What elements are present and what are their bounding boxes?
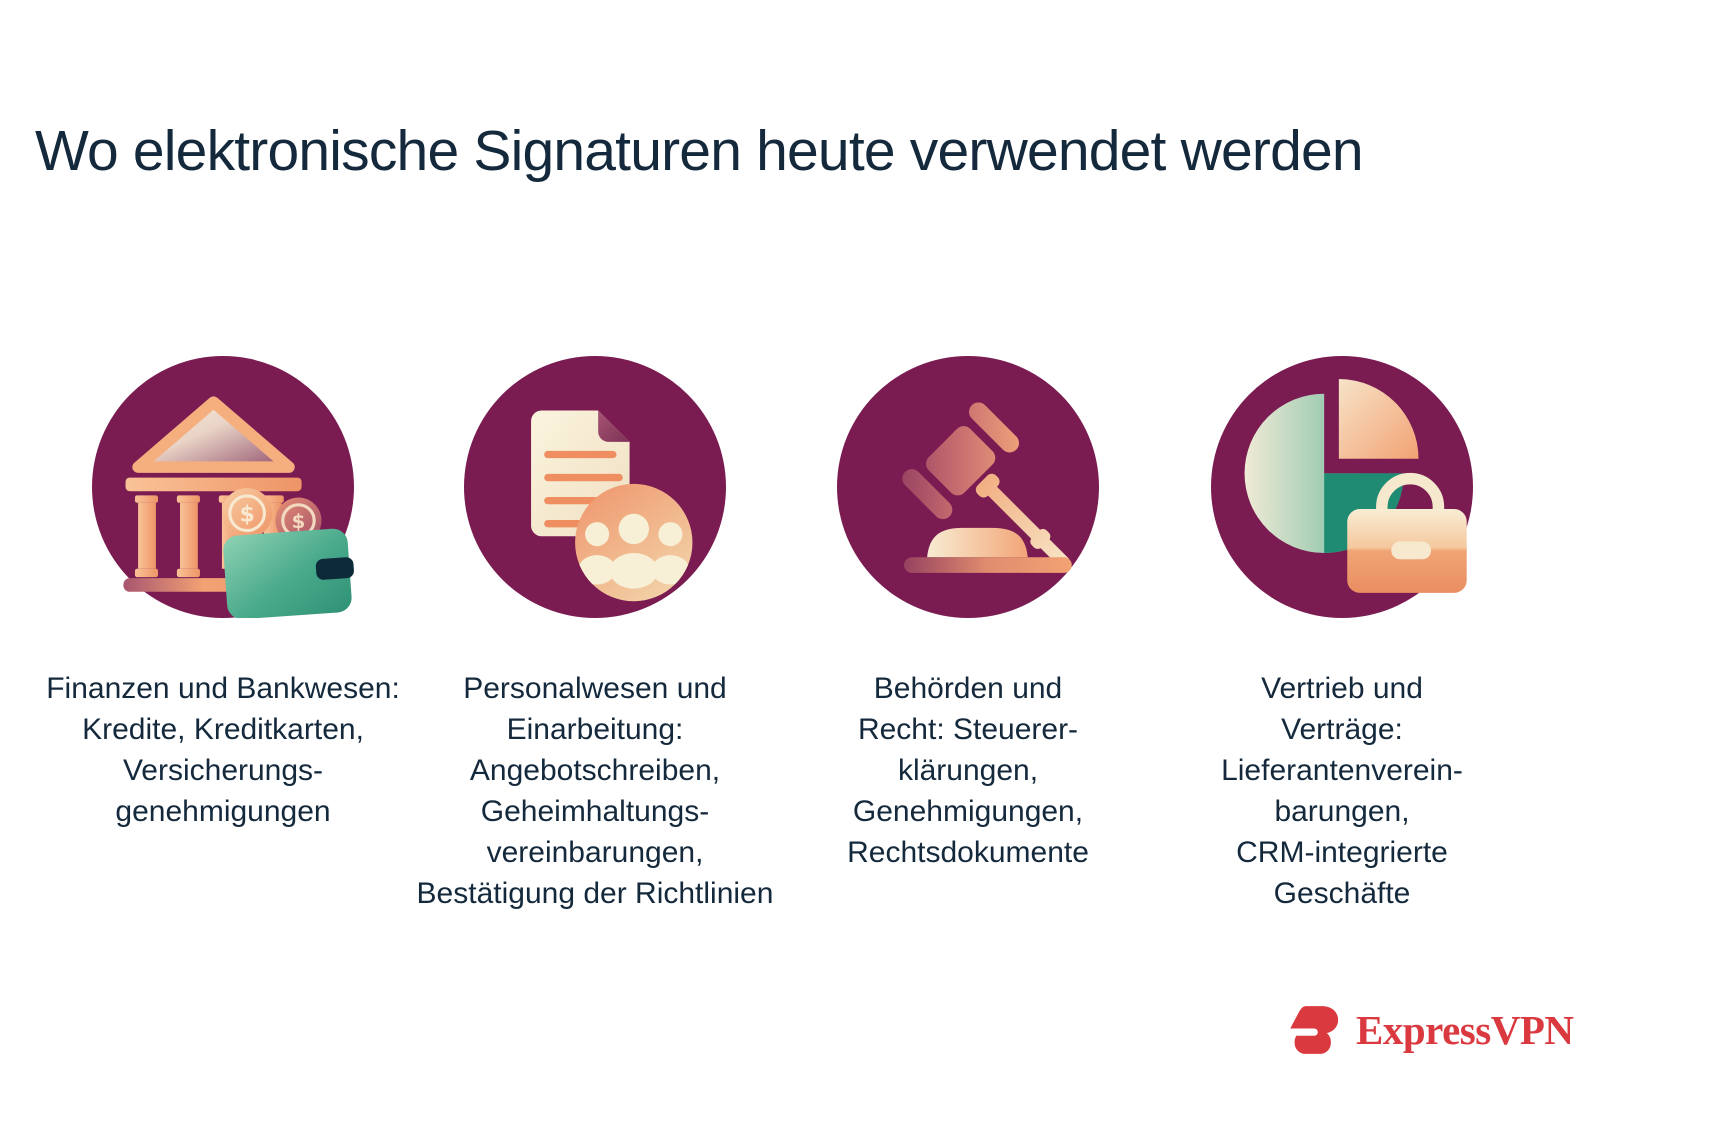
caption-line: Finanzen und Bankwesen:	[46, 672, 400, 705]
sound-block	[904, 527, 1072, 573]
caption-line: Genehmigungen,	[852, 795, 1084, 828]
coins: $ $	[221, 488, 322, 544]
svg-text:$: $	[239, 503, 254, 528]
caption-line: vereinbarungen,	[486, 836, 704, 869]
caption-line: Behörden und	[873, 672, 1063, 705]
page-title: Wo elektronische Signaturen heute verwen…	[35, 119, 1364, 183]
icon-circle-law	[837, 356, 1099, 618]
caption-line: Recht: Steuerer-	[857, 713, 1079, 746]
expressvpn-wordmark: ExpressVPN	[1356, 1007, 1574, 1053]
bank-wallet-icon: $ $	[123, 396, 354, 618]
team-circle	[575, 483, 693, 602]
caption-line: Angebotschreiben,	[469, 754, 721, 787]
caption-line: Rechtsdokumente	[847, 836, 1089, 869]
briefcase	[1347, 472, 1467, 593]
card-caption-sales: Vertrieb und Verträge: Lieferantenverein-b…	[1127, 668, 1557, 914]
caption-line: Geschäfte	[1273, 877, 1411, 910]
gavel-icon	[902, 402, 1072, 573]
team-silhouettes	[578, 513, 690, 589]
caption-line: Bestätigung der Richtlinien	[416, 877, 774, 910]
caption-line: CRM-integrierte	[1236, 836, 1448, 869]
card-caption-hr: Personalwesen und Einarbeitung: Angebotsch…	[380, 668, 810, 914]
caption-line: klärungen,	[897, 754, 1039, 787]
caption-line: Einarbeitung:	[506, 713, 684, 746]
documents-team-icon	[531, 410, 693, 602]
icon-circle-hr	[464, 356, 726, 618]
caption-line: Versicherungs-	[122, 754, 324, 787]
expressvpn-logo: ExpressVPN	[1283, 998, 1574, 1062]
icon-circle-sales	[1211, 356, 1473, 618]
caption-line: Verträge:	[1281, 713, 1403, 746]
caption-line: Geheimhaltungs-	[480, 795, 710, 828]
caption-line: Lieferantenverein-	[1221, 754, 1463, 787]
caption-line: Personalwesen und	[463, 672, 727, 705]
gavel	[902, 402, 1070, 569]
wallet	[223, 528, 354, 618]
caption-line: barungen,	[1274, 795, 1410, 828]
pie-chart-briefcase-icon	[1244, 379, 1467, 593]
expressvpn-logo-icon	[1286, 1006, 1339, 1054]
card-caption-finance: Finanzen und Bankwesen: Kredite, Kreditka…	[8, 668, 438, 832]
caption-line: Vertrieb und	[1261, 672, 1423, 705]
icon-circle-finance: $ $	[92, 356, 354, 618]
card-caption-law: Behörden und Recht: Steuerer-klärungen, Ge…	[753, 668, 1183, 873]
caption-line: genehmigungen	[115, 795, 331, 828]
caption-line: Kredite, Kreditkarten,	[82, 713, 364, 746]
svg-text:$: $	[292, 510, 306, 533]
